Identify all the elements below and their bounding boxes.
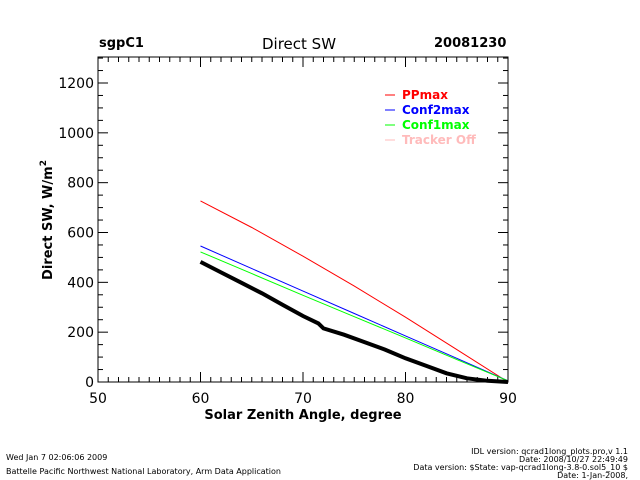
- legend-label: Conf2max: [402, 103, 470, 117]
- plot-lines: [199, 200, 509, 384]
- y-axis-label: Direct SW, W/m2: [39, 160, 56, 280]
- legend-label: Conf1max: [402, 118, 470, 132]
- footer-data-version: Data version: $State: vap-qcrad1long-3.8…: [413, 463, 628, 472]
- chart-title: Direct SW: [262, 35, 337, 53]
- y-tick-label: 200: [67, 325, 94, 341]
- y-tick-label: 400: [67, 275, 94, 291]
- footer-organization: Battelle Pacific Northwest National Labo…: [6, 467, 281, 476]
- x-tick-label: 50: [89, 391, 107, 407]
- y-tick-label: 1000: [58, 126, 94, 142]
- x-tick-label: 90: [499, 391, 517, 407]
- series-measured: [199, 260, 509, 384]
- x-tick-label: 60: [192, 391, 210, 407]
- footer-timestamp: Wed Jan 7 02:06:06 2009: [6, 453, 108, 462]
- x-tick-label: 80: [397, 391, 415, 407]
- y-tick-label: 1200: [58, 76, 94, 92]
- axes: 50 60 70 80 90 0 200 400 600 800 1000 1200: [58, 56, 517, 407]
- footer-idl-date: Date: 2008/10/27 22:49:49: [519, 455, 628, 464]
- legend-label: Tracker Off: [402, 133, 476, 147]
- x-tick-label: 70: [294, 391, 312, 407]
- y-tick-label: 600: [67, 226, 94, 242]
- date-label: 20081230: [434, 36, 507, 51]
- footer-data-date: Date: 1-Jan-2008,: [557, 471, 628, 480]
- legend-label: PPmax: [402, 88, 448, 102]
- series-ppmax: [200, 200, 509, 383]
- y-tick-label: 800: [67, 176, 94, 192]
- site-label: sgpC1: [99, 36, 144, 51]
- series-conf2max: [200, 245, 509, 382]
- y-tick-label: 0: [85, 375, 94, 391]
- series-conf1max: [200, 251, 509, 382]
- x-axis-label: Solar Zenith Angle, degree: [204, 408, 401, 423]
- footer-idl-version: IDL version: qcrad1long_plots.pro,v 1.1: [471, 447, 628, 456]
